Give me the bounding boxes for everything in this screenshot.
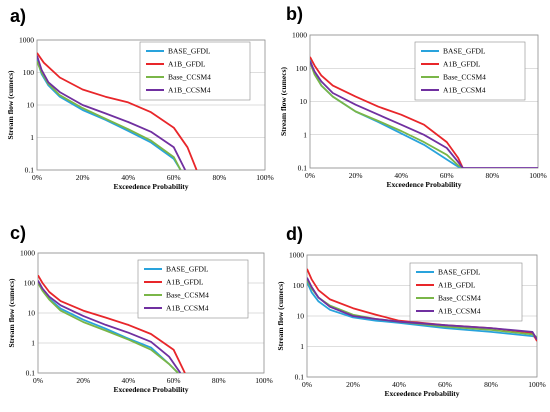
panel-label: a) <box>10 6 26 26</box>
y-tick-label: 0.1 <box>295 373 305 382</box>
x-tick-label: 60% <box>167 376 181 385</box>
legend-label: A1B_CCSM4 <box>168 86 211 95</box>
series-line-a1b-gfdl <box>37 52 198 170</box>
x-tick-label: 100% <box>256 173 274 182</box>
series-line-a1b-ccsm4 <box>38 280 182 373</box>
legend-label: A1B_CCSM4 <box>443 86 486 95</box>
plot-frame <box>306 254 538 378</box>
x-tick-label: 100% <box>528 380 546 389</box>
y-tick-label: 100 <box>296 64 308 73</box>
legend-label: Base_CCSM4 <box>168 73 211 82</box>
x-tick-label: 0% <box>33 376 43 385</box>
y-tick-label: 1 <box>303 130 307 139</box>
y-tick-label: 1 <box>31 339 35 348</box>
x-tick-label: 20% <box>76 376 90 385</box>
x-tick-label: 40% <box>392 380 406 389</box>
legend-label: Base_CCSM4 <box>438 294 481 303</box>
series-line-base-ccsm4 <box>310 62 464 168</box>
x-tick-label: 40% <box>394 171 408 180</box>
x-tick-label: 60% <box>438 380 452 389</box>
y-tick-label: 100 <box>293 281 305 290</box>
panel-label: d) <box>286 224 303 244</box>
x-tick-label: 0% <box>32 173 42 182</box>
legend-label: BASE_GFDL <box>438 268 481 277</box>
x-tick-label: 20% <box>346 380 360 389</box>
legend-label: A1B_CCSM4 <box>166 304 209 313</box>
y-tick-label: 10 <box>297 312 305 321</box>
series-line-base-gfdl <box>307 281 537 339</box>
x-tick-label: 0% <box>305 171 315 180</box>
x-axis-title: Exceedence Probability <box>113 385 188 394</box>
y-axis-title: Stream flow (cumecs) <box>276 281 285 351</box>
y-tick-label: 0.1 <box>25 166 35 175</box>
y-tick-label: 10 <box>300 97 308 106</box>
plot-frame <box>309 34 539 169</box>
legend-label: A1B_GFDL <box>443 60 481 69</box>
x-tick-label: 0% <box>302 380 312 389</box>
y-tick-label: 0.1 <box>298 164 308 173</box>
y-tick-label: 100 <box>24 279 36 288</box>
legend: BASE_GFDL A1B_GFDL Base_CCSM4 A1B_CCSM4 <box>139 41 251 101</box>
y-axis-title: Stream flow (cumecs) <box>7 278 16 348</box>
legend-label: Base_CCSM4 <box>166 291 209 300</box>
y-tick-label: 1000 <box>20 249 35 258</box>
y-tick-label: 1 <box>300 342 304 351</box>
plot-frame <box>36 39 266 171</box>
y-tick-label: 10 <box>27 101 35 110</box>
x-tick-label: 40% <box>121 173 135 182</box>
series-line-a1b-ccsm4 <box>37 55 187 170</box>
x-tick-label: 100% <box>255 376 273 385</box>
x-tick-label: 20% <box>76 173 90 182</box>
series-line-base-ccsm4 <box>37 61 182 170</box>
y-tick-label: 100 <box>23 68 35 77</box>
legend-label: A1B_CCSM4 <box>438 307 481 316</box>
legend-label: BASE_GFDL <box>166 265 209 274</box>
chart-panel-1: a) 0.1 1 10 100 1000 0% 20% 40% 60% 80% 100% Exceede… <box>6 6 274 191</box>
x-tick-label: 100% <box>529 171 547 180</box>
legend-label: A1B_GFDL <box>438 281 476 290</box>
chart-panel-3: c) 0.1 1 10 100 1000 0% 20% 40% 60% 80% 100% Exceede… <box>7 223 273 394</box>
x-tick-label: 60% <box>440 171 454 180</box>
y-tick-label: 10 <box>28 309 36 318</box>
legend: BASE_GFDL A1B_GFDL Base_CCSM4 A1B_CCSM4 <box>409 262 523 322</box>
x-tick-label: 80% <box>213 173 227 182</box>
y-axis-title: Stream flow (cumecs) <box>6 70 15 140</box>
x-axis-title: Exceedence Probability <box>386 180 461 189</box>
panel-label: c) <box>10 223 26 243</box>
x-tick-label: 80% <box>484 380 498 389</box>
y-tick-label: 1000 <box>19 36 34 45</box>
y-axis-title: Stream flow (cumecs) <box>279 67 288 137</box>
series-line-a1b-ccsm4 <box>310 61 538 168</box>
x-axis-title: Exceedence Probability <box>113 182 188 191</box>
legend-label: BASE_GFDL <box>168 47 211 56</box>
series-line-base-ccsm4 <box>38 282 179 373</box>
x-axis-title: Exceedence Probability <box>384 389 459 398</box>
x-tick-label: 20% <box>349 171 363 180</box>
legend-label: BASE_GFDL <box>443 47 486 56</box>
legend-label: Base_CCSM4 <box>443 73 486 82</box>
y-tick-label: 1000 <box>292 31 307 40</box>
series-line-a1b-ccsm4 <box>307 277 537 340</box>
y-tick-label: 0.1 <box>26 369 36 378</box>
y-tick-label: 1 <box>30 133 34 142</box>
x-tick-label: 80% <box>486 171 500 180</box>
series-line-a1b-gfdl <box>310 56 464 168</box>
series-line-a1b-gfdl <box>38 274 186 373</box>
legend-label: A1B_GFDL <box>166 278 204 287</box>
panel-label: b) <box>286 4 303 24</box>
chart-panel-2: b) 0.1 1 10 100 1000 0% 20% 40% 60% 80% 100% Exceede… <box>279 4 547 189</box>
x-tick-label: 60% <box>167 173 181 182</box>
x-tick-label: 40% <box>122 376 136 385</box>
y-tick-label: 1000 <box>289 251 304 260</box>
legend: BASE_GFDL A1B_GFDL Base_CCSM4 A1B_CCSM4 <box>414 41 526 101</box>
chart-panel-4: d) 0.1 1 10 100 1000 0% 20% 40% 60% 80% 100% Exceede… <box>276 224 546 398</box>
x-tick-label: 80% <box>212 376 226 385</box>
legend-label: A1B_GFDL <box>168 60 206 69</box>
legend: BASE_GFDL A1B_GFDL Base_CCSM4 A1B_CCSM4 <box>137 259 249 319</box>
plot-frame <box>37 252 265 374</box>
